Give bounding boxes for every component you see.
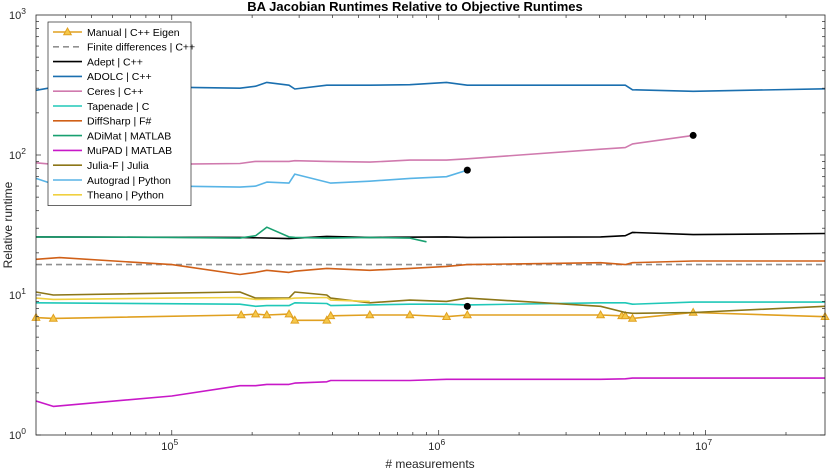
data-point	[250, 309, 261, 318]
x-axis-label: # measurements	[385, 457, 474, 471]
y-tick-label: 101	[9, 286, 26, 302]
y-tick-label-exponent: 1	[21, 286, 26, 296]
data-point	[262, 309, 272, 319]
x-tick-label: 106	[428, 437, 445, 453]
data-point	[627, 313, 638, 322]
marker-layer	[463, 131, 697, 310]
x-tick-label-exponent: 7	[707, 437, 712, 447]
legend-label: Manual | C++ Eigen	[87, 27, 180, 39]
series-line	[35, 301, 825, 308]
chart-title: BA Jacobian Runtimes Relative to Objecti…	[247, 0, 582, 14]
legend-label: ADiMat | MATLAB	[87, 130, 171, 142]
legend-label: Adept | C++	[87, 56, 143, 68]
legend-marker	[62, 26, 73, 36]
data-point	[48, 313, 58, 322]
y-tick-label-exponent: 0	[21, 426, 26, 436]
legend-label: Finite differences | C++	[87, 42, 195, 54]
endpoint-marker	[463, 166, 471, 174]
data-point	[290, 315, 300, 324]
data-point	[405, 309, 415, 319]
legend-label: Julia-F | Julia	[87, 160, 149, 172]
y-axis-label: Relative runtime	[1, 181, 15, 268]
y-tick-label-exponent: 2	[21, 146, 26, 156]
data-point	[284, 309, 294, 318]
legend-label: ADOLC | C++	[87, 71, 152, 83]
y-tick-label: 103	[9, 6, 26, 22]
x-tick-label: 107	[695, 437, 712, 453]
series-line	[35, 377, 825, 408]
data-point	[236, 309, 246, 319]
legend-label: MuPAD | MATLAB	[87, 145, 172, 157]
data-point	[462, 309, 472, 319]
y-tick-label: 100	[9, 426, 26, 442]
y-tick-label-base: 10	[9, 10, 21, 22]
series-line	[35, 231, 826, 240]
y-tick-label-exponent: 3	[21, 6, 26, 16]
series-layer	[31, 81, 830, 408]
x-tick-label-exponent: 5	[174, 437, 179, 447]
data-point	[620, 310, 630, 320]
x-tick-label-base: 10	[161, 441, 173, 453]
legend-label: Tapenade | C	[87, 101, 150, 113]
series-line	[35, 81, 826, 93]
legend-label: Theano | Python	[87, 190, 164, 202]
y-tick-label: 102	[9, 146, 26, 162]
data-point	[441, 311, 452, 320]
legend-label: DiffSharp | F#	[87, 116, 152, 128]
y-tick-label-base: 10	[9, 150, 21, 162]
series-line	[35, 134, 694, 166]
data-point	[595, 309, 606, 319]
legend-box	[47, 21, 192, 206]
endpoint-marker	[689, 131, 697, 139]
series-line	[35, 256, 825, 276]
data-point	[365, 309, 375, 319]
y-tick-label-base: 10	[9, 430, 21, 442]
y-tick-label-base: 10	[9, 290, 21, 302]
legend-label: Ceres | C++	[87, 86, 143, 98]
series-line	[35, 226, 427, 243]
legend: Manual | C++ Eigen Finite differences | C…	[47, 21, 195, 206]
data-point	[326, 310, 336, 320]
legend-label: Autograd | Python	[87, 175, 171, 187]
x-tick-label: 105	[161, 437, 178, 453]
plot-frame	[35, 14, 826, 436]
x-tick-label-base: 10	[695, 441, 707, 453]
series-line	[35, 296, 370, 303]
x-tick-label-base: 10	[428, 441, 440, 453]
series-line	[35, 291, 826, 315]
endpoint-marker	[463, 302, 471, 310]
x-tick-label-exponent: 6	[440, 437, 445, 447]
data-point	[322, 315, 332, 324]
